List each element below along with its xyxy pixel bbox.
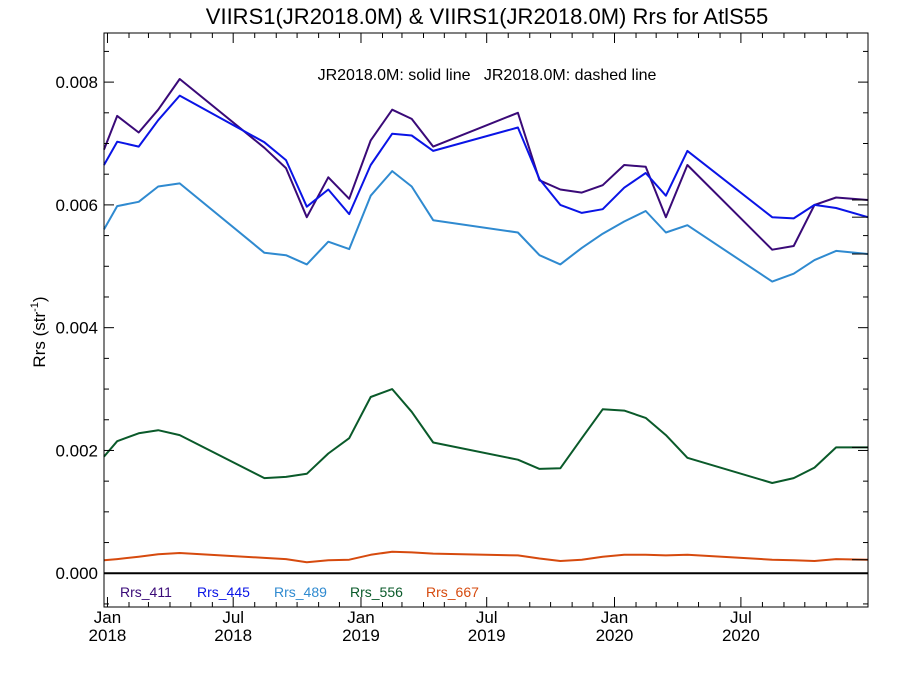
y-axis-label: Rrs (str-1) <box>29 296 49 367</box>
x-tick-year-label: 2019 <box>342 626 380 645</box>
y-tick-label: 0.008 <box>55 73 98 92</box>
x-tick-month-label: Jul <box>476 608 498 627</box>
series-line-rrs-667 <box>103 550 869 564</box>
y-tick-label: 0.002 <box>55 441 98 460</box>
series-line-rrs-445 <box>103 94 869 220</box>
x-tick-year-label: 2018 <box>214 626 252 645</box>
x-tick-month-label: Jul <box>222 608 244 627</box>
x-tick-year-label: 2018 <box>89 626 127 645</box>
plot-frame <box>103 32 869 608</box>
x-tick-month-label: Jan <box>94 608 121 627</box>
legend-entry-rrs-667: Rrs_667 <box>426 584 479 600</box>
y-tick-label: 0.000 <box>55 564 98 583</box>
x-tick-month-label: Jan <box>601 608 628 627</box>
plot-lines <box>103 78 869 575</box>
x-tick-year-label: 2020 <box>722 626 760 645</box>
series-line-rrs-411 <box>103 78 869 251</box>
axis-tick-labels: 0.0000.0020.0040.0060.008Jan2018Jul2018J… <box>55 73 759 645</box>
legend-entry-rrs-411: Rrs_411 <box>120 584 172 600</box>
chart-title: VIIRS1(JR2018.0M) & VIIRS1(JR2018.0M) Rr… <box>206 4 768 29</box>
series-line-rrs-489 <box>103 170 869 283</box>
y-tick-label: 0.006 <box>55 196 98 215</box>
legend-entry-rrs-489: Rrs_489 <box>274 584 327 600</box>
legend-entry-rrs-445: Rrs_445 <box>197 584 250 600</box>
x-tick-year-label: 2020 <box>596 626 634 645</box>
y-tick-label: 0.004 <box>55 319 98 338</box>
x-tick-month-label: Jan <box>347 608 374 627</box>
series-line-rrs-556 <box>103 388 868 484</box>
legend: Rrs_411 Rrs_445 Rrs_489 Rrs_556 Rrs_667 <box>120 584 479 600</box>
x-tick-month-label: Jul <box>730 608 752 627</box>
axis-ticks <box>104 33 868 607</box>
chart-annotation: JR2018.0M: solid line JR2018.0M: dashed … <box>318 67 657 84</box>
legend-entry-rrs-556: Rrs_556 <box>350 584 403 600</box>
x-tick-year-label: 2019 <box>468 626 506 645</box>
